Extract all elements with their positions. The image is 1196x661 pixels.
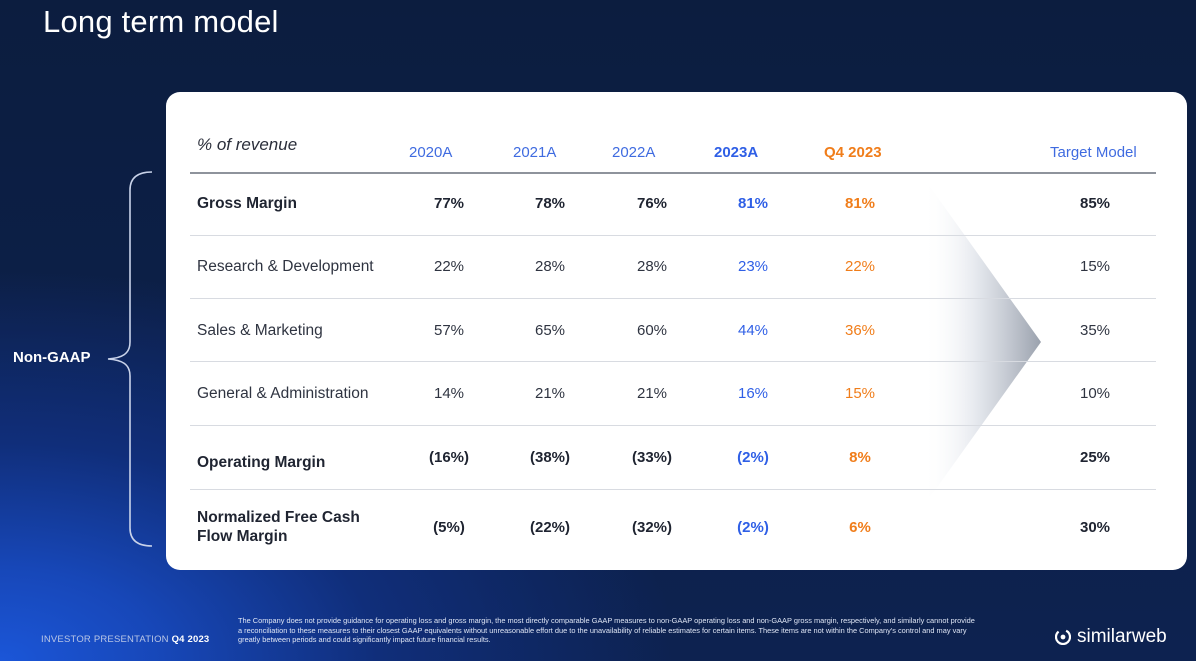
row-label-research-development: Research & Development — [197, 258, 374, 275]
header-q4-2023: Q4 2023 — [824, 144, 882, 161]
table-cell: (22%) — [529, 519, 570, 536]
table-cell: (33%) — [631, 449, 672, 466]
table-cell: 28% — [636, 258, 668, 275]
table-cell: 81% — [844, 195, 876, 212]
logo-text: similarweb — [1077, 626, 1167, 647]
header-2020a: 2020A — [409, 144, 453, 161]
row-label-operating-margin: Operating Margin — [197, 454, 326, 471]
brace-icon — [107, 171, 153, 547]
footer-period: Q4 2023 — [171, 634, 210, 645]
header-divider — [190, 172, 1156, 174]
footer-prefix: INVESTOR PRESENTATION — [41, 634, 169, 645]
table-cell: 21% — [534, 385, 566, 402]
table-cell: 30% — [1079, 519, 1111, 536]
table-cell: 25% — [1079, 449, 1111, 466]
table-cell: 10% — [1079, 385, 1111, 402]
table-cell: 16% — [737, 385, 769, 402]
table-cell: 76% — [636, 195, 668, 212]
row-divider — [190, 425, 1156, 426]
disclaimer-text: The Company does not provide guidance fo… — [238, 616, 975, 644]
non-gaap-label: Non-GAAP — [13, 349, 91, 366]
row-label-sales-marketing: Sales & Marketing — [197, 322, 323, 339]
header-2023a: 2023A — [714, 144, 759, 161]
table-cell: 23% — [737, 258, 769, 275]
table-cell: 15% — [844, 385, 876, 402]
table-cell: 44% — [737, 322, 769, 339]
row-label-normalized-fcf-margin-line1: Normalized Free Cash — [197, 509, 360, 526]
table-cell: 65% — [534, 322, 566, 339]
table-cell: (38%) — [529, 449, 570, 466]
table-cell: (32%) — [631, 519, 672, 536]
table-cell: (16%) — [428, 449, 469, 466]
header-2021a: 2021A — [513, 144, 557, 161]
table-card: % of revenue 2020A 2021A 2022A 2023A Q4 … — [166, 92, 1187, 570]
row-label-general-administration: General & Administration — [197, 385, 369, 402]
row-divider — [190, 298, 1156, 299]
table-cell: 21% — [636, 385, 668, 402]
table-cell: 81% — [737, 195, 769, 212]
header-2022a: 2022A — [612, 144, 656, 161]
footer-presentation-label: INVESTOR PRESENTATION Q4 2023 — [41, 634, 209, 645]
row-divider — [190, 235, 1156, 236]
row-divider — [190, 361, 1156, 362]
table-cell: 8% — [849, 449, 871, 466]
row-divider — [190, 489, 1156, 490]
row-label-gross-margin: Gross Margin — [197, 195, 297, 212]
table-cell: 22% — [433, 258, 465, 275]
table-cell: 6% — [849, 519, 871, 536]
similarweb-logo-icon — [1055, 629, 1071, 645]
table-cell: 57% — [433, 322, 465, 339]
table-cell: 36% — [844, 322, 876, 339]
table-cell: 28% — [534, 258, 566, 275]
table-cell: 60% — [636, 322, 668, 339]
table-cell: 78% — [534, 195, 566, 212]
arrow-shape — [923, 177, 1041, 507]
similarweb-logo: similarweb — [1055, 626, 1167, 648]
table-cell: 35% — [1079, 322, 1111, 339]
table-cell: 14% — [433, 385, 465, 402]
table-cell: 77% — [433, 195, 465, 212]
table-cell: 22% — [844, 258, 876, 275]
header-metric: % of revenue — [197, 135, 298, 154]
row-label-normalized-fcf-margin-line2: Flow Margin — [197, 528, 288, 545]
table-cell: 15% — [1079, 258, 1111, 275]
slide-title: Long term model — [43, 4, 279, 39]
header-target-model: Target Model — [1050, 144, 1137, 161]
table-cell: (2%) — [737, 519, 769, 536]
table-cell: 85% — [1079, 195, 1111, 212]
table-cell: (2%) — [737, 449, 769, 466]
table-cell: (5%) — [433, 519, 465, 536]
